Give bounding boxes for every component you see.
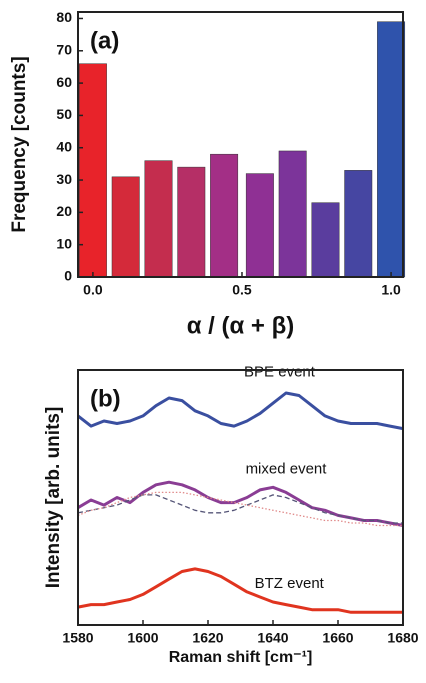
series-label: mixed event [246, 460, 328, 477]
x-tick-label: 0.5 [232, 282, 252, 298]
plot-frame [77, 11, 404, 278]
y-tick-label: 80 [56, 9, 72, 25]
x-tick-label: 1600 [127, 630, 158, 646]
plot-frame [77, 369, 404, 626]
spectrum-line [77, 567, 403, 614]
bar [78, 63, 107, 278]
spectrum-line [77, 491, 403, 527]
bar [177, 166, 206, 278]
panel-label: (b) [90, 385, 121, 412]
x-axis-title: Raman shift [cm⁻¹] [169, 649, 313, 666]
x-tick-label: 1640 [257, 630, 288, 646]
y-tick-label: 50 [56, 106, 72, 122]
x-tick-label: 1660 [322, 630, 353, 646]
x-tick-label: 0.0 [83, 282, 103, 298]
bar [377, 21, 406, 278]
y-axis-title: Frequency [counts] [9, 56, 30, 232]
series-label: BTZ event [255, 575, 325, 592]
y-tick-label: 0 [64, 268, 72, 284]
bar [210, 153, 239, 278]
bar [144, 160, 173, 278]
bar [111, 176, 140, 278]
x-tick-label: 1.0 [381, 282, 401, 298]
bar [278, 150, 307, 278]
bar [311, 202, 340, 278]
y-tick-label: 70 [56, 41, 72, 57]
y-tick-label: 40 [56, 138, 72, 154]
panel-label: (a) [90, 27, 119, 54]
x-axis-title: α / (α + β) [187, 312, 295, 339]
y-tick-label: 10 [56, 235, 72, 251]
x-tick-label: 1580 [62, 630, 93, 646]
spectrum-line [77, 391, 404, 431]
y-tick-label: 20 [56, 203, 72, 219]
y-tick-label: 30 [56, 171, 72, 187]
y-axis-title: Intensity [arb. units] [43, 407, 64, 589]
spectrum-line [77, 494, 403, 524]
x-tick-label: 1680 [387, 630, 418, 646]
y-tick-label: 60 [56, 74, 72, 90]
series-label: BPE event [244, 364, 316, 381]
x-tick-label: 1620 [192, 630, 223, 646]
bar [245, 173, 274, 278]
bar [344, 170, 373, 278]
